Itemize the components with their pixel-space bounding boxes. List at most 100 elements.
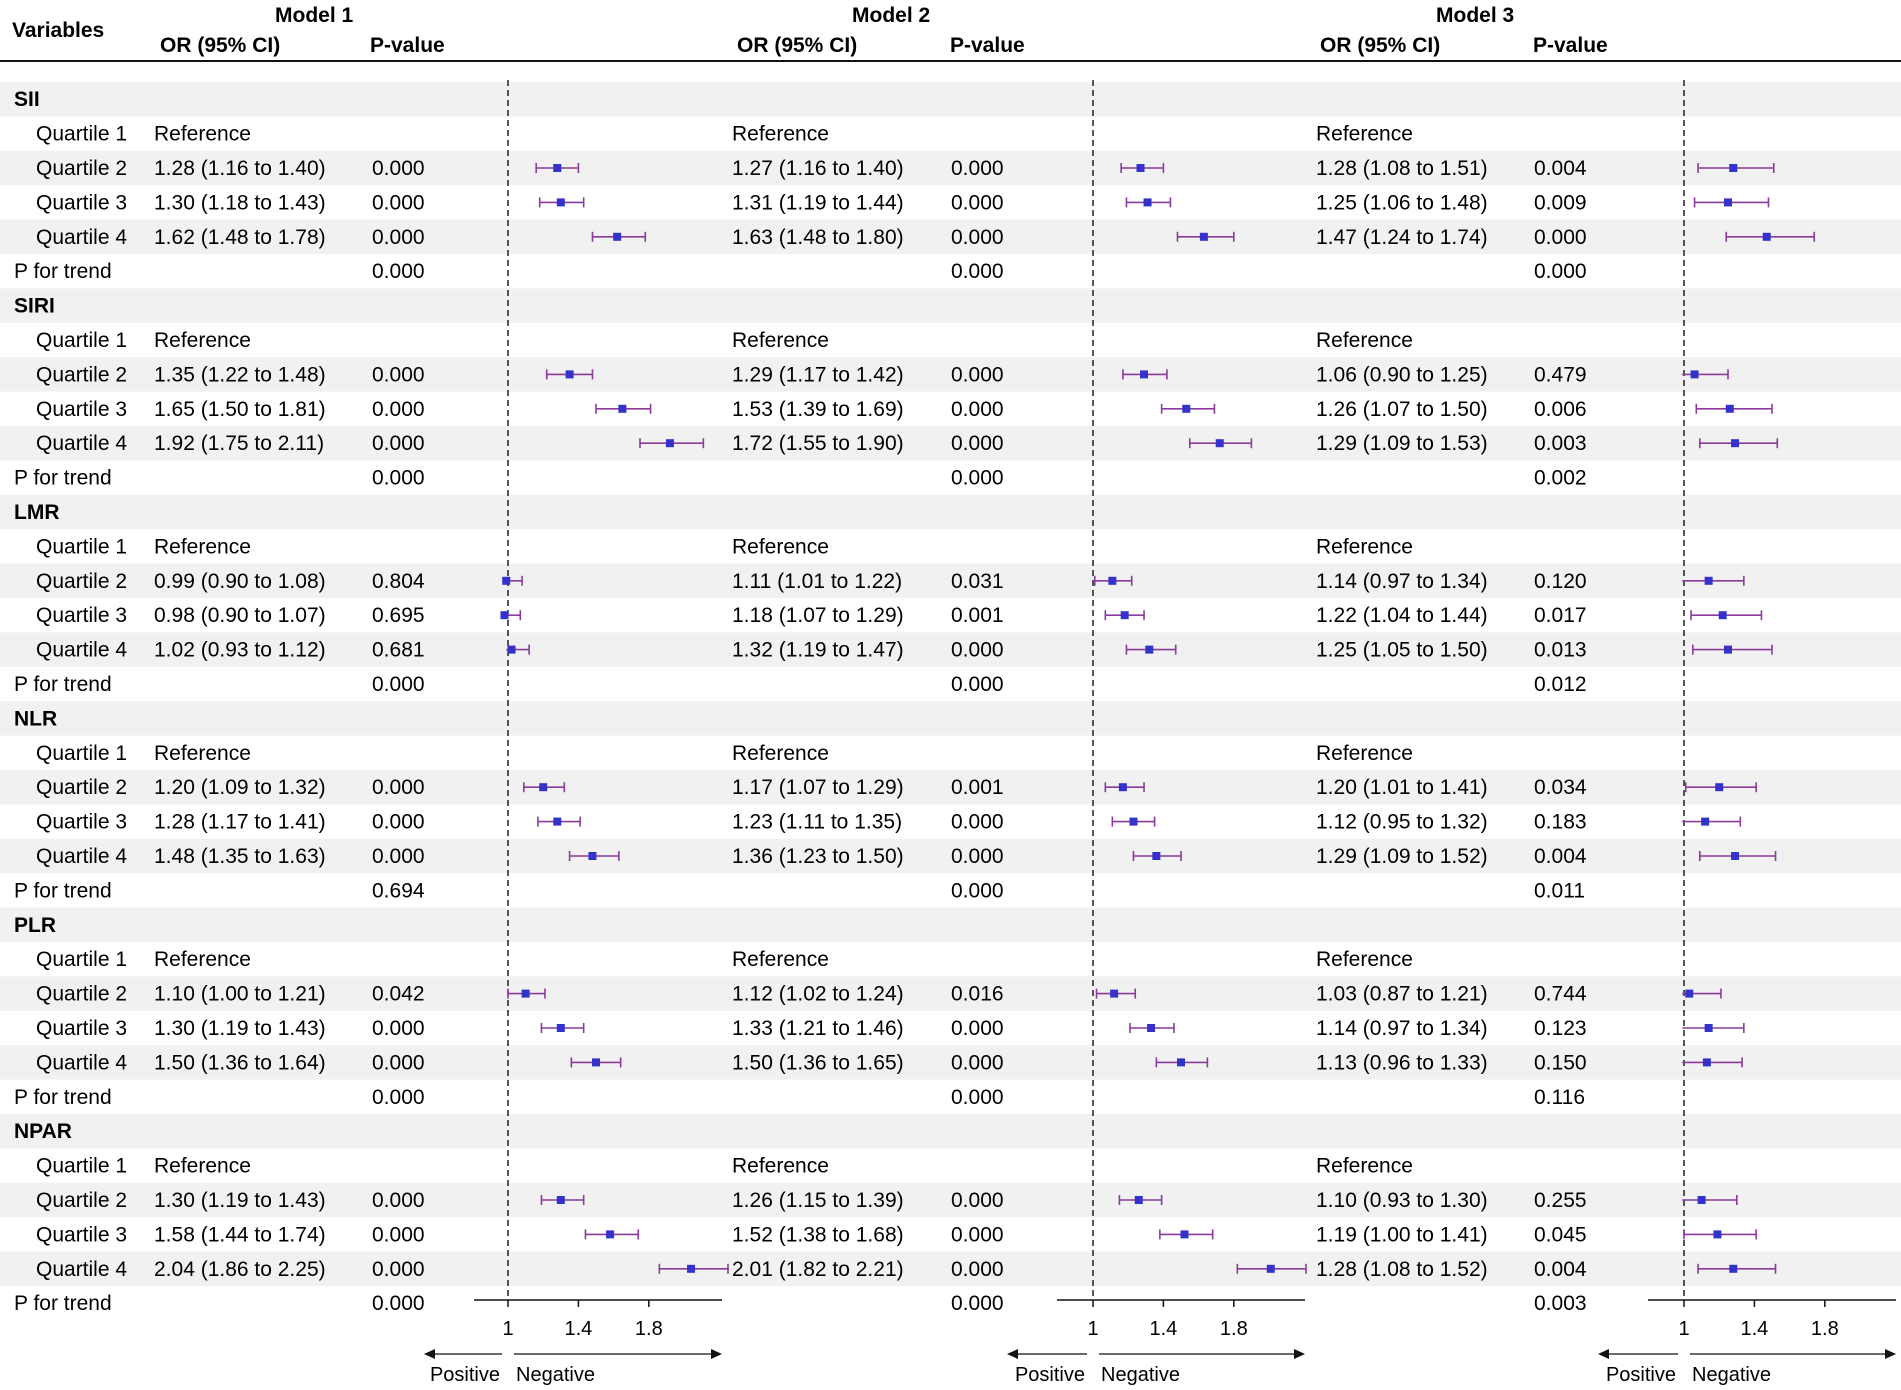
p-value: 0.000 [951,1051,1004,1074]
positive-arrow-head [1598,1349,1609,1359]
or-point [1140,370,1149,379]
or-ci-value: 1.28 (1.16 to 1.40) [154,157,326,180]
row-stripe [0,907,1901,942]
reference-label: Reference [154,1155,251,1178]
p-trend-value: 0.000 [951,1292,1004,1315]
or-ci-value: 1.11 (1.01 to 1.22) [732,570,902,593]
or-ci-value: 1.02 (0.93 to 1.12) [154,639,326,662]
negative-arrow-head [711,1349,722,1359]
reference-label: Reference [154,123,251,146]
p-value: 0.009 [1534,191,1587,214]
p-trend-value: 0.003 [1534,1292,1587,1315]
or-ci-value: 1.50 (1.36 to 1.65) [732,1051,904,1074]
row-stripe [0,701,1901,736]
or-point [1704,1024,1713,1032]
p-value: 0.000 [951,1258,1004,1281]
x-axis-model-1: 1 1.4 1.8 Positive Negative [424,1299,722,1386]
group-label: NPAR [14,1120,72,1143]
p-value: 0.000 [951,845,1004,868]
quartile-label: Quartile 4 [36,1258,127,1281]
reference-label: Reference [732,329,829,352]
group-label: SIRI [14,295,55,318]
p-value: 0.000 [951,191,1004,214]
group-label: SII [14,88,40,111]
or-ci-value: 1.29 (1.17 to 1.42) [732,363,904,386]
negative-arrow-head [1885,1349,1896,1359]
or-point [618,404,627,413]
group-label: PLR [14,914,56,937]
p-value: 0.017 [1534,604,1587,627]
quartile-label: Quartile 4 [36,639,127,662]
p-value: 0.000 [372,776,425,799]
row-stripe [0,1182,1901,1218]
row-stripe [0,563,1901,598]
or-point [1725,404,1734,413]
or-ci-value: 2.04 (1.86 to 2.25) [154,1258,326,1281]
or-ci-value: 1.92 (1.75 to 2.11) [154,432,324,455]
model-3-header: Model 3 [1436,4,1514,27]
p-value: 0.013 [1534,639,1587,662]
or-ci-value: 1.28 (1.17 to 1.41) [154,811,326,834]
or-ci-value: 1.53 (1.39 to 1.69) [732,398,904,421]
or-point [1147,1024,1156,1032]
or-ci-value: 1.32 (1.19 to 1.47) [732,639,904,662]
p-value: 0.000 [951,398,1004,421]
p-trend-label: P for trend [14,879,112,902]
reference-label: Reference [154,742,251,765]
or-point [1731,439,1740,448]
or-point [1118,783,1127,792]
or-point [1182,404,1191,413]
or-point [1180,1230,1189,1239]
p-value: 0.744 [1534,983,1587,1006]
quartile-label: Quartile 3 [36,811,127,834]
p-trend-value: 0.000 [372,673,425,696]
p-value: 0.000 [372,432,425,455]
p-value: 0.000 [372,398,425,421]
row-stripe [0,357,1901,392]
row-stripe [0,632,1901,667]
or-point [1704,576,1713,585]
group-label: NLR [14,707,57,730]
tick-label: 1.4 [1740,1318,1768,1340]
quartile-label: Quartile 1 [36,123,127,146]
quartile-label: Quartile 2 [36,570,127,593]
row-stripe [0,1114,1901,1149]
or-ci-value: 1.14 (0.97 to 1.34) [1316,1017,1488,1040]
quartile-label: Quartile 1 [36,742,127,765]
reference-label: Reference [154,948,251,971]
p-value: 0.016 [951,983,1004,1006]
row-stripe [0,494,1901,530]
row-stripe [0,976,1901,1011]
or-point [1152,852,1161,860]
quartile-label: Quartile 1 [36,535,127,558]
quartile-label: Quartile 2 [36,157,127,180]
model-2-or-header: OR (95% CI) [737,34,857,57]
positive-arrow-head [1007,1349,1018,1359]
or-point [1110,989,1119,998]
p-trend-value: 0.000 [951,260,1004,283]
p-value: 0.804 [372,570,425,593]
positive-label: Positive [430,1364,500,1386]
quartile-label: Quartile 4 [36,226,127,249]
or-ci-value: 1.26 (1.07 to 1.50) [1316,398,1488,421]
p-value: 0.000 [372,845,425,868]
quartile-label: Quartile 1 [36,329,127,352]
or-ci-value: 1.20 (1.09 to 1.32) [154,776,326,799]
or-ci-value: 1.12 (0.95 to 1.32) [1316,811,1488,834]
forest-plots: 1 1.4 1.8 Positive Negative 1 1.4 1.8 Positive Ne… [424,80,1896,1386]
p-value: 0.001 [951,604,1004,627]
or-point [665,439,674,448]
group-nlr: NLR Quartile 1 Reference Reference Reference… [14,707,1587,902]
reference-label: Reference [732,1155,829,1178]
or-ci-value: 1.48 (1.35 to 1.63) [154,845,326,868]
or-ci-value: 1.28 (1.08 to 1.51) [1316,157,1488,180]
p-value: 0.000 [372,1017,425,1040]
negative-label: Negative [1692,1364,1771,1386]
p-trend-value: 0.012 [1534,673,1587,696]
p-value: 0.004 [1534,1258,1587,1281]
or-ci-value: 1.63 (1.48 to 1.80) [732,226,904,249]
group-siri: SIRI Quartile 1 Reference Reference Referenc… [14,295,1587,490]
quartile-label: Quartile 2 [36,363,127,386]
x-axis-model-3: 1 1.4 1.8 Positive Negative [1598,1299,1896,1386]
